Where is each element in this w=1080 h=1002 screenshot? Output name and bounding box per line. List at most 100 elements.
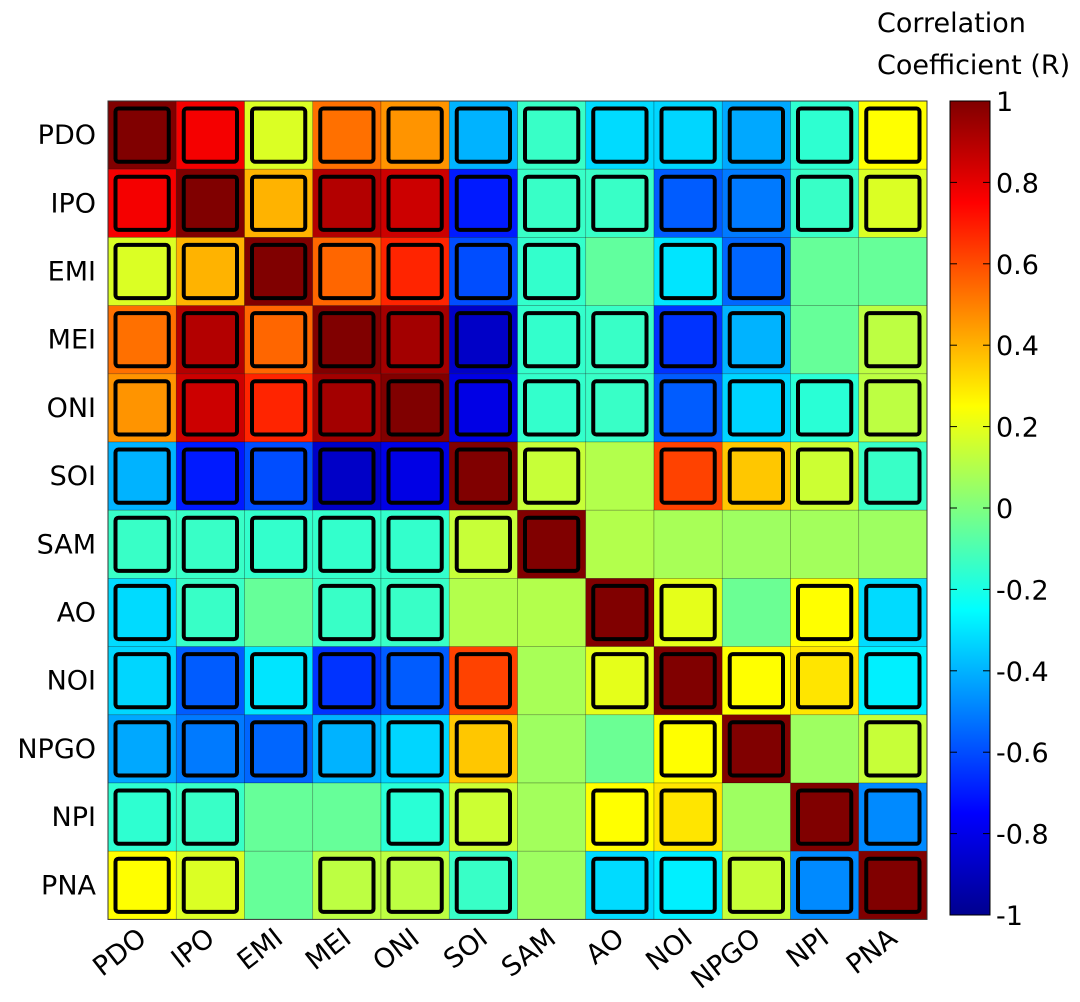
significance-box-EMI-NOI [659, 242, 717, 301]
y-tick-label-NOI: NOI [47, 666, 96, 697]
x-tick-label-NPI: NPI [781, 922, 835, 974]
significance-box-EMI-ONI [386, 242, 444, 301]
colorbar-tick-label: -0.6 [996, 738, 1049, 769]
significance-box-AO-AO [591, 583, 649, 642]
colorbar-tick-label: -0.4 [996, 657, 1049, 688]
heatmap-cell-SAM-PNA [858, 509, 928, 579]
significance-box-SOI-NPGO [727, 447, 785, 505]
y-tick-label-MEI: MEI [48, 325, 96, 356]
significance-box-PDO-NOI [659, 106, 717, 164]
x-tick-label-AO: AO [580, 922, 630, 971]
significance-box-ONI-SOI [454, 379, 512, 437]
significance-box-NPGO-SOI [454, 720, 512, 778]
significance-box-MEI-NPGO [727, 311, 785, 369]
significance-box-PNA-MEI [318, 856, 376, 914]
heatmap-cell-NPGO-AO [585, 714, 655, 784]
significance-box-IPO-EMI [250, 174, 308, 232]
significance-box-NPI-SOI [454, 788, 512, 846]
y-tick-label-EMI: EMI [48, 257, 96, 288]
significance-box-PNA-ONI [386, 856, 444, 914]
significance-box-SOI-SOI [454, 447, 512, 505]
significance-box-NPGO-PNA [864, 720, 922, 778]
heatmap-cell-AO-NPGO [721, 578, 791, 647]
significance-box-SOI-NPI [796, 447, 854, 505]
heatmap-cell-NPI-SAM [517, 782, 587, 852]
significance-box-SOI-PNA [864, 447, 922, 505]
significance-box-MEI-IPO [181, 311, 239, 369]
significance-box-EMI-EMI [250, 242, 308, 301]
significance-box-NOI-NPGO [727, 652, 785, 710]
significance-box-PNA-NOI [659, 856, 717, 914]
significance-box-NOI-IPO [181, 652, 239, 710]
significance-box-ONI-IPO [181, 379, 239, 437]
significance-box-IPO-NPGO [727, 174, 785, 232]
significance-box-NPI-PDO [113, 788, 171, 846]
heatmap-cell-AO-SOI [448, 578, 518, 647]
significance-box-PNA-NPI [796, 856, 854, 914]
significance-box-IPO-ONI [386, 174, 444, 232]
significance-box-EMI-PDO [113, 242, 171, 301]
significance-box-IPO-PNA [864, 174, 922, 232]
significance-box-AO-MEI [318, 583, 376, 642]
y-tick-label-PDO: PDO [38, 120, 96, 151]
significance-box-NPI-AO [591, 788, 649, 846]
significance-box-NOI-SOI [454, 652, 512, 710]
heatmap-cell-NPI-NPGO [721, 782, 791, 852]
significance-box-NPGO-EMI [250, 720, 308, 778]
heatmap-cell-SAM-NPI [790, 509, 860, 579]
significance-box-PNA-SOI [454, 856, 512, 914]
significance-box-SAM-PDO [113, 515, 171, 573]
heatmap-cell-SAM-NOI [653, 509, 723, 579]
significance-box-IPO-NOI [659, 174, 717, 232]
significance-box-PNA-NPGO [727, 856, 785, 914]
y-tick-labels: PDO IPO EMI MEI ONI SOI SAM AO NOI NPGO NPI PNA [17, 120, 96, 901]
significance-box-EMI-MEI [318, 242, 376, 301]
significance-box-NPGO-NOI [659, 720, 717, 778]
significance-box-NOI-PDO [113, 652, 171, 710]
colorbar-tick-label: 0 [996, 494, 1013, 525]
x-tick-label-IPO: IPO [166, 922, 221, 974]
significance-box-NOI-MEI [318, 652, 376, 710]
significance-box-ONI-SAM [523, 379, 581, 437]
colorbar-ticks: 1 0.8 0.6 0.4 0.2 0 -0.2 -0.4 -0.6 -0.8 -1 [950, 87, 1049, 932]
significance-box-PNA-PNA [864, 856, 922, 914]
x-tick-label-SOI: SOI [438, 922, 494, 975]
heatmap-cell-EMI-AO [585, 237, 655, 306]
heatmap-cell-PNA-SAM [517, 850, 587, 920]
significance-box-NPGO-PDO [113, 720, 171, 778]
significance-box-MEI-AO [591, 311, 649, 369]
significance-box-MEI-EMI [250, 311, 308, 369]
significance-box-SOI-EMI [250, 447, 308, 505]
significance-box-PDO-NPI [796, 106, 854, 164]
significance-box-PDO-ONI [386, 106, 444, 164]
significance-box-NPI-PNA [864, 788, 922, 846]
significance-box-MEI-NOI [659, 311, 717, 369]
significance-box-SAM-MEI [318, 515, 376, 573]
colorbar-tick-label: -0.8 [996, 820, 1049, 851]
significance-box-PDO-PNA [864, 106, 922, 164]
y-tick-label-AO: AO [57, 598, 96, 629]
plot-frame [107, 100, 928, 920]
significance-box-NOI-PNA [864, 652, 922, 710]
significance-box-SOI-NOI [659, 447, 717, 505]
significance-box-MEI-SAM [523, 311, 581, 369]
significance-box-ONI-AO [591, 379, 649, 437]
heatmap-cell-SAM-AO [585, 509, 655, 579]
significance-box-PDO-NPGO [727, 106, 785, 164]
significance-box-AO-ONI [386, 583, 444, 642]
x-tick-label-NPGO: NPGO [686, 922, 767, 995]
significance-box-AO-PDO [113, 583, 171, 642]
significance-box-SAM-EMI [250, 515, 308, 573]
significance-box-NOI-ONI [386, 652, 444, 710]
significance-box-ONI-MEI [318, 379, 376, 437]
significance-box-EMI-SOI [454, 242, 512, 301]
significance-box-IPO-IPO [181, 174, 239, 232]
significance-box-SAM-IPO [181, 515, 239, 573]
significance-box-ONI-NOI [659, 379, 717, 437]
significance-box-IPO-PDO [113, 174, 171, 232]
colorbar-title-line1: Correlation [877, 8, 1026, 39]
significance-box-PDO-AO [591, 106, 649, 164]
significance-box-SOI-PDO [113, 447, 171, 505]
significance-box-SAM-SAM [523, 515, 581, 573]
